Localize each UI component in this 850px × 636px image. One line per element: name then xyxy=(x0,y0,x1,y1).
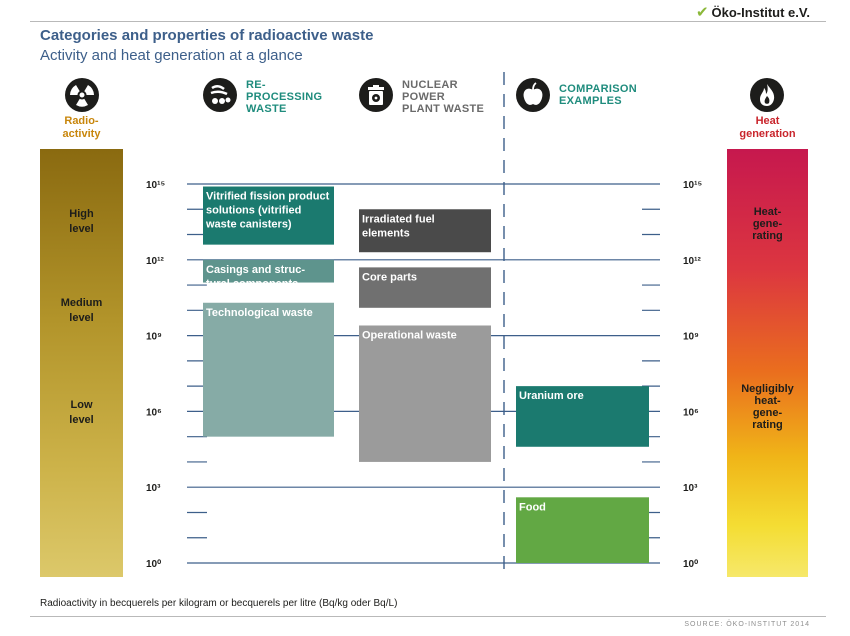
range-bar xyxy=(516,497,649,563)
range-bar-label: Food xyxy=(519,501,546,513)
range-bar-label: Uranium ore xyxy=(519,390,584,402)
apple-icon xyxy=(516,78,550,112)
category-comparison-examples: COMPARISON EXAMPLES xyxy=(559,83,637,107)
reprocessing-waste-icon xyxy=(203,78,237,112)
range-bar-label: Vitrified fission product xyxy=(206,191,330,203)
y-tick-label-left: 10⁰ xyxy=(146,559,161,570)
logo-text: Öko-Institut e.V. xyxy=(711,4,810,20)
range-bar-label: Core parts xyxy=(362,271,417,283)
range-bar-label: Casings and struc- xyxy=(206,264,305,276)
axis-unit-note: Radioactivity in becquerels per kilogram… xyxy=(40,598,398,609)
range-bar-label: waste canisters) xyxy=(205,219,292,231)
oeko-institut-logo: ✔ Öko-Institut e.V. xyxy=(696,3,810,21)
leaf-icon: ✔ xyxy=(695,4,709,21)
category-reprocessing-waste: RE- PROCESSING WASTE xyxy=(246,79,323,115)
y-tick-label-right: 10⁹ xyxy=(683,332,699,343)
range-bar-label: Irradiated fuel xyxy=(362,213,435,225)
y-tick-label-right: 10¹² xyxy=(683,256,701,267)
heat-generation-scale-bar xyxy=(727,149,808,577)
flame-icon xyxy=(750,78,784,112)
range-bar-label: tural components xyxy=(206,278,298,290)
radioactivity-level-high: High level xyxy=(69,208,94,235)
y-tick-label-right: 10⁶ xyxy=(683,407,699,418)
category-nuclear-power-plant-waste: NUCLEAR POWER PLANT WASTE xyxy=(402,79,485,115)
range-bar xyxy=(203,302,334,437)
range-bar xyxy=(359,209,491,253)
range-bar-label: Operational waste xyxy=(362,329,457,341)
range-bar xyxy=(203,259,334,283)
range-bar-label: elements xyxy=(362,227,410,239)
range-bar xyxy=(203,186,334,245)
radioactivity-label: Radio- activity xyxy=(62,115,101,140)
range-bar xyxy=(516,386,649,447)
nuclear-waste-bin-icon xyxy=(359,78,393,112)
range-bar-label: Technological waste xyxy=(206,307,313,319)
page-title: Categories and properties of radioactive… xyxy=(40,27,374,44)
heat-generation-label: Heat generation xyxy=(739,115,796,140)
y-tick-label-left: 10⁹ xyxy=(146,332,162,343)
radioactivity-level-medium: Medium level xyxy=(60,297,103,324)
range-bar xyxy=(359,325,491,462)
radioactivity-scale-bar xyxy=(40,149,123,577)
range-bar xyxy=(359,267,491,308)
heat-level-negligible: Negligibly heat- gene- rating xyxy=(741,383,794,431)
y-tick-label-right: 10⁰ xyxy=(683,559,698,570)
radioactivity-level-low: Low level xyxy=(69,399,94,426)
header-divider xyxy=(30,21,826,22)
y-tick-label-left: 10¹⁵ xyxy=(146,180,165,191)
y-tick-label-right: 10¹⁵ xyxy=(683,180,702,191)
page-subtitle: Activity and heat generation at a glance xyxy=(40,47,303,64)
y-tick-label-left: 10⁶ xyxy=(146,407,162,418)
y-tick-label-left: 10³ xyxy=(146,483,161,494)
heat-level-generating: Heat- gene- rating xyxy=(752,206,783,242)
footer-divider xyxy=(30,616,826,617)
y-tick-label-left: 10¹² xyxy=(146,256,164,267)
source-note: SOURCE: ÖKO-INSTITUT 2014 xyxy=(684,621,810,628)
radiation-icon xyxy=(65,78,99,112)
y-tick-label-right: 10³ xyxy=(683,483,698,494)
range-bar-label: solutions (vitrified xyxy=(206,205,301,217)
